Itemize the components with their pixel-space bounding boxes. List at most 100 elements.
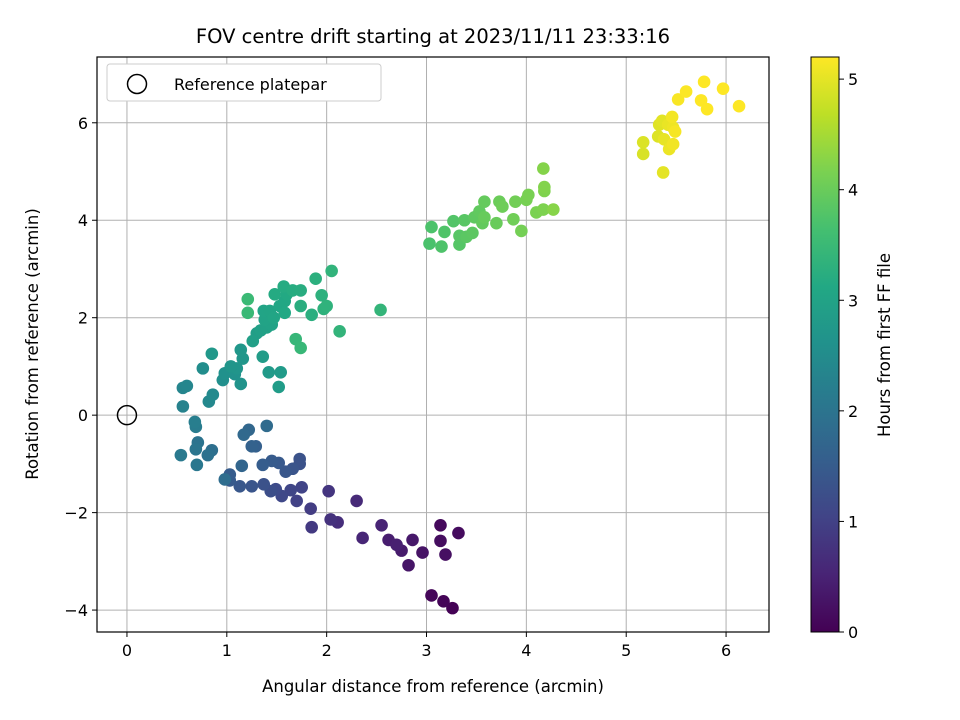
data-point	[246, 334, 260, 348]
chart-title: FOV centre drift starting at 2023/11/11 …	[196, 25, 670, 48]
data-point	[279, 465, 293, 478]
data-point	[434, 518, 447, 532]
data-point	[333, 325, 346, 338]
data-point	[636, 147, 650, 161]
data-point	[241, 306, 255, 320]
data-point	[293, 452, 306, 466]
data-point	[245, 480, 259, 493]
data-point	[636, 135, 650, 149]
data-point	[188, 415, 202, 429]
data-point	[522, 188, 535, 202]
data-point	[435, 240, 448, 253]
data-point	[176, 400, 190, 413]
data-point	[180, 379, 194, 393]
data-point	[437, 595, 450, 608]
data-point	[290, 494, 304, 508]
data-point	[201, 448, 215, 462]
data-point	[515, 224, 528, 238]
data-point	[234, 377, 248, 391]
colorbar: 0 1 2 3 4 5 Hours from first FF file	[810, 56, 894, 642]
legend-reference-marker	[126, 73, 148, 95]
data-point	[452, 526, 465, 540]
data-point	[458, 213, 471, 227]
data-point	[671, 93, 685, 106]
data-point	[234, 343, 248, 357]
colorbar-gradient	[810, 56, 840, 633]
data-point	[294, 299, 307, 313]
data-point	[434, 534, 447, 548]
data-point	[256, 350, 270, 363]
data-point	[309, 272, 322, 286]
data-point	[732, 99, 746, 113]
data-point	[425, 220, 438, 234]
colorbar-tick-label: 3	[848, 291, 858, 310]
x-tick-label: 0	[122, 641, 132, 660]
data-point	[320, 299, 333, 313]
data-point	[537, 162, 550, 175]
colorbar-tick-label: 0	[848, 623, 858, 642]
data-point	[190, 458, 204, 472]
colorbar-tick-label: 2	[848, 402, 858, 421]
data-point	[668, 125, 682, 138]
data-point	[537, 203, 550, 216]
data-point	[679, 85, 693, 98]
data-point	[490, 216, 503, 230]
data-point	[272, 380, 286, 394]
data-point	[235, 459, 249, 473]
data-point	[700, 102, 714, 116]
data-point	[466, 226, 479, 240]
data-point	[315, 288, 328, 302]
data-point	[478, 195, 491, 209]
data-point	[196, 362, 210, 375]
colorbar-label: Hours from first FF file	[875, 253, 894, 437]
data-point	[322, 484, 335, 498]
data-point	[538, 180, 551, 194]
colorbar-tick-label: 4	[848, 181, 858, 200]
legend-box	[106, 63, 382, 102]
data-point	[350, 494, 363, 508]
data-point	[375, 518, 388, 532]
data-point	[305, 520, 318, 534]
data-point	[406, 533, 419, 547]
data-point	[665, 110, 679, 124]
legend-label-reference-platepar: Reference platepar	[174, 75, 327, 94]
y-axis-label: Rotation from reference (arcmin)	[23, 208, 42, 480]
y-tick-label: −2	[64, 504, 88, 523]
data-point	[241, 292, 255, 306]
data-point	[284, 483, 298, 497]
data-point	[716, 82, 730, 95]
data-point	[256, 458, 270, 472]
data-point	[218, 473, 232, 486]
y-axis-ticks: −4 −2 0 2 4 6	[64, 114, 97, 620]
legend: Reference platepar	[106, 63, 382, 102]
data-point	[656, 166, 670, 179]
data-point	[257, 478, 271, 491]
data-point	[305, 308, 318, 322]
data-point	[245, 440, 259, 453]
x-tick-label: 6	[721, 641, 731, 660]
data-point	[206, 388, 220, 401]
data-point	[666, 137, 680, 151]
reference-platepar-marker	[116, 404, 138, 426]
data-point	[478, 211, 491, 224]
data-point	[205, 347, 219, 361]
data-point	[325, 264, 338, 278]
data-point	[439, 548, 452, 561]
plot-frame	[96, 56, 770, 633]
data-point	[274, 365, 288, 379]
x-axis-ticks: 0 1 2 3 4 5 6	[122, 632, 731, 660]
data-point	[416, 546, 429, 559]
data-point	[260, 419, 274, 433]
data-points	[116, 75, 746, 615]
data-point	[423, 237, 436, 250]
y-tick-label: −4	[64, 601, 88, 620]
data-point	[267, 311, 281, 324]
data-point	[496, 200, 509, 213]
data-point	[233, 480, 247, 493]
data-point	[446, 601, 459, 615]
data-point	[294, 284, 307, 297]
data-point	[304, 502, 317, 516]
x-tick-label: 4	[521, 641, 531, 660]
y-tick-label: 6	[78, 114, 88, 133]
